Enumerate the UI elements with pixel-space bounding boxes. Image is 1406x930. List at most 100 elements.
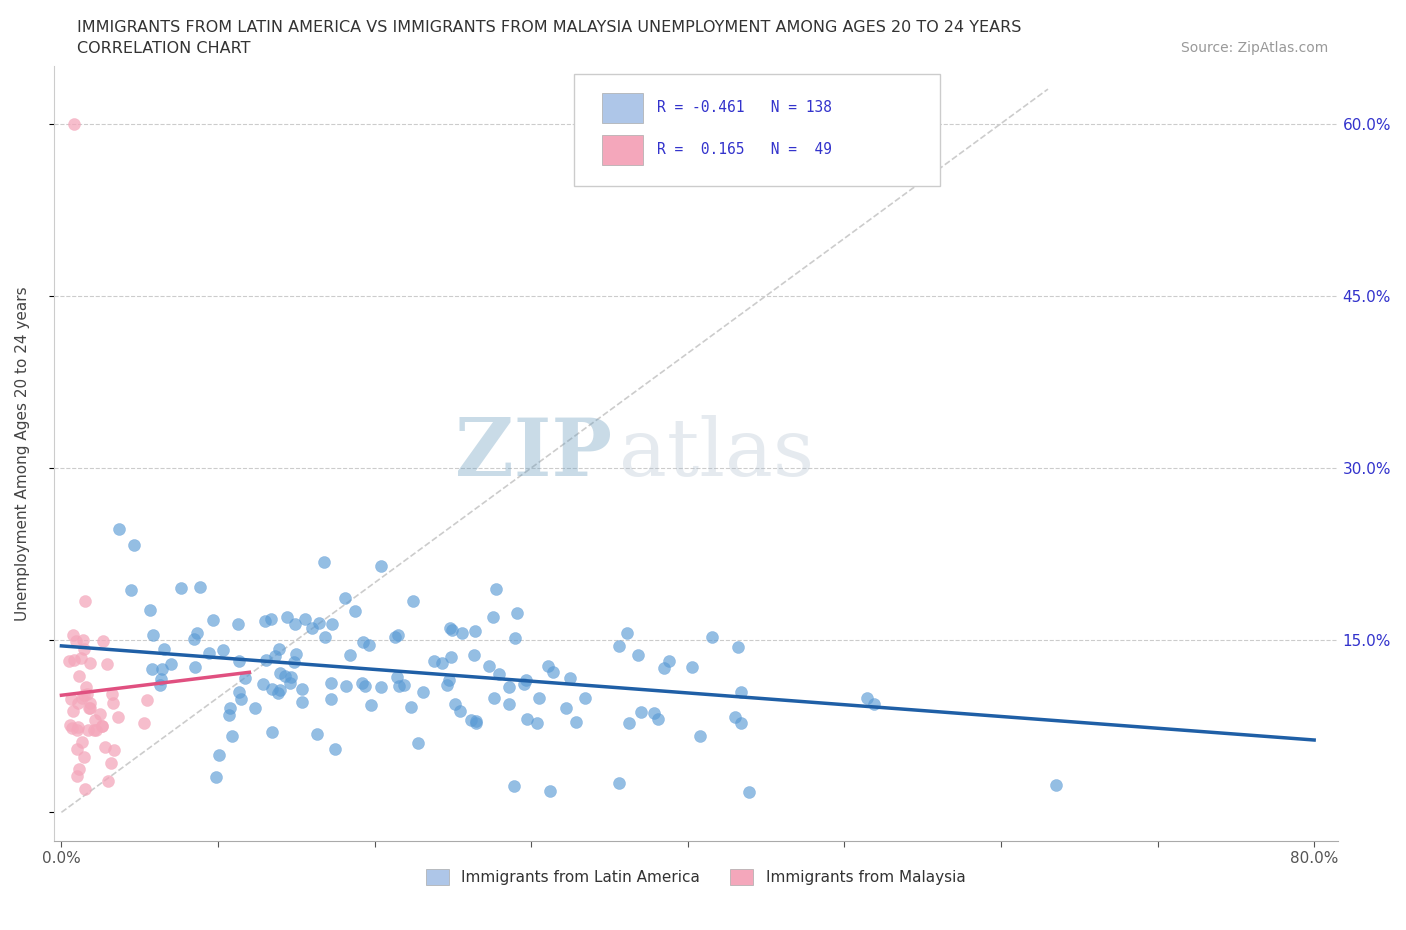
Point	[392, 677, 415, 692]
Point	[221, 728, 243, 743]
Point	[183, 631, 205, 646]
Point	[77, 723, 100, 737]
Text: R =  0.165   N =  49: R = 0.165 N = 49	[657, 142, 832, 157]
Point	[730, 715, 752, 730]
Point	[66, 768, 89, 783]
Point	[132, 715, 155, 730]
Point	[357, 637, 380, 652]
Point	[280, 670, 302, 684]
Point	[153, 642, 176, 657]
Point	[67, 762, 90, 777]
Point	[75, 680, 97, 695]
Point	[276, 609, 298, 624]
Point	[75, 594, 97, 609]
Point	[73, 750, 96, 764]
Point	[627, 647, 650, 662]
Point	[314, 630, 336, 644]
Point	[478, 658, 501, 673]
Point	[339, 647, 361, 662]
Point	[84, 712, 107, 727]
Point	[401, 593, 423, 608]
Point	[62, 628, 84, 643]
Point	[201, 612, 224, 627]
Point	[122, 538, 145, 552]
Legend: Immigrants from Latin America, Immigrants from Malaysia: Immigrants from Latin America, Immigrant…	[420, 863, 972, 892]
Point	[370, 558, 392, 573]
Point	[267, 686, 290, 701]
Point	[141, 662, 163, 677]
Point	[607, 776, 630, 790]
Point	[90, 719, 112, 734]
Point	[150, 661, 173, 676]
Point	[149, 672, 172, 687]
Point	[79, 696, 101, 711]
Point	[100, 687, 122, 702]
Point	[537, 658, 560, 673]
Point	[307, 726, 329, 741]
Point	[262, 682, 284, 697]
Point	[103, 743, 125, 758]
Point	[260, 724, 283, 739]
Text: ZIP: ZIP	[456, 415, 612, 493]
Point	[730, 684, 752, 699]
Point	[465, 714, 488, 729]
Point	[264, 648, 287, 663]
Point	[267, 642, 290, 657]
Point	[76, 687, 98, 702]
Point	[503, 631, 526, 645]
Point	[354, 679, 377, 694]
Point	[630, 704, 652, 719]
Point	[689, 728, 711, 743]
Point	[529, 691, 551, 706]
Point	[350, 675, 373, 690]
Point	[526, 716, 548, 731]
Point	[278, 675, 301, 690]
Point	[233, 671, 256, 685]
Point	[482, 610, 505, 625]
Point	[335, 679, 357, 694]
Point	[101, 696, 124, 711]
Point	[253, 614, 276, 629]
Point	[321, 617, 343, 631]
Point	[228, 654, 250, 669]
Point	[681, 659, 703, 674]
Point	[464, 624, 486, 639]
Point	[91, 718, 114, 733]
Point	[67, 669, 90, 684]
FancyBboxPatch shape	[602, 135, 643, 165]
Point	[226, 617, 249, 631]
Point	[120, 583, 142, 598]
Point	[387, 627, 409, 642]
Point	[66, 723, 89, 737]
Point	[89, 707, 111, 722]
Point	[284, 617, 307, 631]
Point	[260, 612, 283, 627]
Point	[855, 690, 877, 705]
Point	[360, 698, 382, 712]
Point	[449, 704, 471, 719]
Point	[188, 579, 211, 594]
Point	[94, 740, 117, 755]
Point	[406, 736, 429, 751]
Point	[862, 697, 884, 711]
Point	[460, 712, 482, 727]
Point	[274, 668, 297, 683]
Point	[169, 580, 191, 595]
Point	[97, 774, 120, 789]
Point	[72, 735, 94, 750]
Point	[308, 615, 330, 630]
Point	[142, 628, 165, 643]
Point	[1045, 777, 1067, 792]
Point	[498, 680, 520, 695]
Point	[738, 785, 761, 800]
Point	[91, 633, 114, 648]
Point	[58, 654, 80, 669]
Point	[506, 606, 529, 621]
Point	[503, 778, 526, 793]
Point	[538, 783, 561, 798]
Point	[464, 715, 486, 730]
Point	[450, 626, 472, 641]
Point	[399, 699, 422, 714]
Point	[498, 697, 520, 711]
Point	[574, 690, 596, 705]
